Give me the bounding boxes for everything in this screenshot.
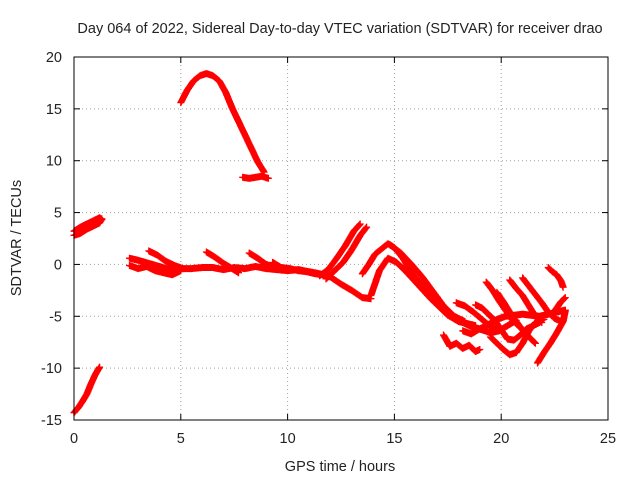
series-markers	[245, 249, 279, 271]
x-tick-label: 5	[177, 431, 185, 447]
x-tick-label: 10	[280, 431, 296, 447]
series-markers	[145, 247, 187, 273]
series-track-07	[126, 262, 185, 279]
x-tick-label: 20	[493, 431, 509, 447]
series-markers	[316, 220, 364, 280]
series-markers	[534, 307, 569, 367]
series-markers	[239, 172, 272, 182]
series-track-25	[506, 276, 546, 326]
series-track-16	[386, 241, 469, 325]
series-track-09	[202, 248, 242, 277]
y-tick-label: 15	[46, 102, 62, 118]
y-axis-label: SDTVAR / TECUs	[9, 180, 25, 296]
y-tick-label: 10	[46, 154, 62, 170]
series-track-08	[145, 247, 187, 273]
series-track-27	[534, 307, 569, 367]
series-track-28	[544, 264, 567, 291]
series-track-18	[440, 331, 484, 355]
series-track-13	[322, 223, 371, 283]
y-tick-label: 20	[46, 50, 62, 66]
series-track-12	[316, 220, 364, 280]
data-marks	[70, 70, 569, 417]
series-track-29	[549, 294, 569, 318]
plot-frame	[73, 56, 609, 421]
series-markers	[487, 315, 548, 359]
series-markers	[549, 294, 569, 318]
y-tick-label: -15	[41, 413, 62, 429]
y-tick-label: -5	[49, 309, 62, 325]
y-tick-label: 0	[54, 257, 62, 273]
series-markers	[126, 262, 185, 279]
y-tick-label: 5	[54, 206, 62, 222]
series-markers	[440, 331, 484, 355]
series-track-04	[177, 70, 268, 176]
series-track-03	[70, 363, 104, 417]
series-track-17	[420, 283, 480, 330]
series-markers	[322, 223, 371, 283]
x-axis-label: GPS time / hours	[285, 459, 395, 475]
series-track-10	[245, 249, 279, 271]
axis-ticks: 0 5 10 15 20 25 -15 -10 -5 0 5 10 15 20	[41, 50, 616, 447]
series-track-05	[239, 172, 272, 182]
series-markers	[506, 276, 546, 326]
series-markers	[420, 283, 480, 330]
x-tick-label: 25	[600, 431, 616, 447]
chart-title: Day 064 of 2022, Sidereal Day-to-day VTE…	[77, 21, 602, 37]
x-tick-label: 15	[386, 431, 402, 447]
x-tick-label: 0	[70, 431, 78, 447]
series-markers	[177, 70, 268, 176]
series-track-24	[487, 315, 548, 359]
series-markers	[202, 248, 242, 277]
series-markers	[386, 241, 469, 325]
series-markers	[70, 363, 104, 417]
y-tick-label: -10	[41, 361, 62, 377]
grid	[74, 57, 608, 420]
series-markers	[544, 264, 567, 291]
